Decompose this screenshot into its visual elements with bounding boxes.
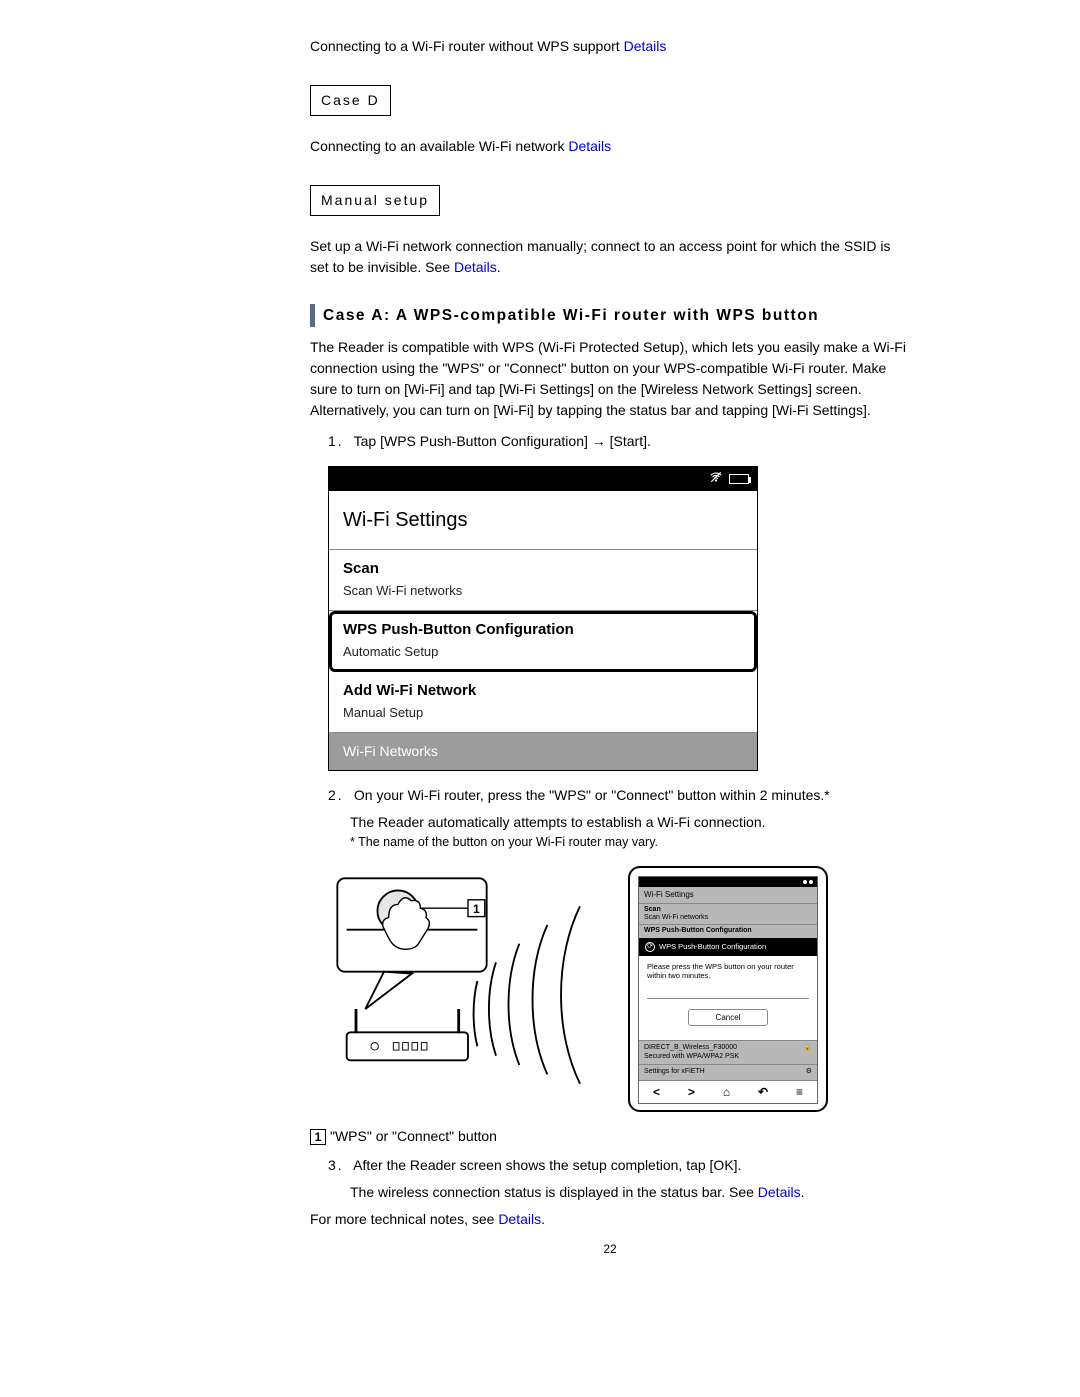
manual-setup-label: Manual setup bbox=[310, 185, 440, 216]
row-wps-sub: Automatic Setup bbox=[343, 642, 743, 662]
tech-notes-line: For more technical notes, see Details. bbox=[310, 1209, 910, 1230]
nav-back-icon[interactable]: < bbox=[653, 1085, 660, 1099]
step-1-text-a: Tap [WPS Push-Button Configuration] bbox=[354, 433, 592, 449]
reader-dialog-header: ⟳ WPS Push-Button Configuration bbox=[639, 938, 817, 956]
manual-setup-line: Set up a Wi-Fi network connection manual… bbox=[310, 236, 910, 278]
step-1-text-b: [Start]. bbox=[606, 433, 651, 449]
step-2-line1: On your Wi-Fi router, press the "WPS" or… bbox=[354, 787, 830, 803]
manual-text-b: . bbox=[497, 259, 501, 275]
no-wps-details-link[interactable]: Details bbox=[624, 38, 667, 54]
step-2-num: 2. bbox=[328, 785, 350, 806]
router-illustration: 1 bbox=[328, 866, 608, 1096]
nav-return-icon[interactable]: ↶ bbox=[758, 1085, 768, 1099]
legend-line: 1"WPS" or "Connect" button bbox=[310, 1126, 910, 1147]
nav-home-icon[interactable]: ⌂ bbox=[723, 1085, 730, 1099]
step-2: 2. On your Wi-Fi router, press the "WPS"… bbox=[328, 785, 910, 806]
case-a-heading: Case A: A WPS-compatible Wi-Fi router wi… bbox=[310, 304, 910, 327]
manual-text-a: Set up a Wi-Fi network connection manual… bbox=[310, 238, 891, 275]
step-3-num: 3. bbox=[328, 1155, 350, 1176]
step-1-num: 1. bbox=[328, 431, 350, 452]
callout-1: 1 bbox=[473, 902, 480, 916]
illustration-row: 1 Wi-Fi Settings Scan Scan W bbox=[328, 866, 910, 1112]
arrow-icon: → bbox=[592, 433, 606, 449]
legend-1-text: "WPS" or "Connect" button bbox=[330, 1128, 497, 1144]
no-wps-line: Connecting to a Wi-Fi router without WPS… bbox=[310, 36, 910, 57]
device-section-networks: Wi-Fi Networks bbox=[329, 733, 757, 770]
device-title: Wi-Fi Settings bbox=[329, 491, 757, 550]
reader-nav-bar: < > ⌂ ↶ ≡ bbox=[639, 1080, 817, 1103]
case-a-body: The Reader is compatible with WPS (Wi-Fi… bbox=[310, 337, 910, 421]
wifi-settings-screenshot: Wi-Fi Settings Scan Scan Wi-Fi networks … bbox=[328, 466, 758, 771]
legend-1-box: 1 bbox=[310, 1129, 326, 1145]
reader-row-scan: Scan Scan Wi-Fi networks bbox=[639, 903, 817, 925]
step-1: 1. Tap [WPS Push-Button Configuration] →… bbox=[328, 431, 910, 452]
case-d-text: Connecting to an available Wi-Fi network bbox=[310, 138, 568, 154]
row-scan-sub: Scan Wi-Fi networks bbox=[343, 581, 743, 601]
case-d-line: Connecting to an available Wi-Fi network… bbox=[310, 136, 910, 157]
row-add-sub: Manual Setup bbox=[343, 703, 743, 723]
device-statusbar bbox=[329, 467, 757, 491]
device-row-add[interactable]: Add Wi-Fi Network Manual Setup bbox=[329, 672, 757, 733]
reader-device-mock: Wi-Fi Settings Scan Scan Wi-Fi networks … bbox=[628, 866, 828, 1112]
settings-icon: ⚙ bbox=[806, 1068, 812, 1076]
tech-notes-link[interactable]: Details bbox=[498, 1211, 541, 1227]
step-2-line2: The Reader automatically attempts to est… bbox=[350, 812, 910, 833]
row-scan-title: Scan bbox=[343, 558, 743, 581]
step3-details-link[interactable]: Details bbox=[758, 1184, 801, 1200]
step-3-line1: After the Reader screen shows the setup … bbox=[353, 1157, 741, 1173]
reader-network-row-a: DIRECT_B_Wireless_F30000 Secured with WP… bbox=[639, 1040, 817, 1064]
battery-icon bbox=[729, 474, 749, 484]
row-add-title: Add Wi-Fi Network bbox=[343, 680, 743, 703]
reader-statusbar bbox=[639, 877, 817, 887]
reader-network-row-b: Settings for xFiETH ⚙ bbox=[639, 1064, 817, 1079]
spinner-icon: ⟳ bbox=[645, 942, 655, 952]
wifi-lock-icon: 🔒 bbox=[803, 1044, 812, 1061]
page-number: 22 bbox=[310, 1240, 910, 1258]
device-row-wps[interactable]: WPS Push-Button Configuration Automatic … bbox=[329, 611, 757, 672]
wifi-off-icon bbox=[709, 470, 723, 490]
device-row-scan[interactable]: Scan Scan Wi-Fi networks bbox=[329, 550, 757, 611]
no-wps-text: Connecting to a Wi-Fi router without WPS… bbox=[310, 38, 624, 54]
reader-title: Wi-Fi Settings bbox=[639, 887, 817, 903]
row-wps-title: WPS Push-Button Configuration bbox=[343, 619, 743, 642]
nav-menu-icon[interactable]: ≡ bbox=[796, 1085, 803, 1099]
step-2-note: * The name of the button on your Wi-Fi r… bbox=[350, 833, 910, 852]
case-d-label: Case D bbox=[310, 85, 391, 116]
case-d-details-link[interactable]: Details bbox=[568, 138, 611, 154]
nav-forward-icon[interactable]: > bbox=[688, 1085, 695, 1099]
step-3: 3. After the Reader screen shows the set… bbox=[328, 1155, 910, 1176]
reader-row-wps: WPS Push-Button Configuration bbox=[639, 924, 817, 937]
reader-cancel-button[interactable]: Cancel bbox=[688, 1009, 768, 1027]
reader-dialog-body: Please press the WPS button on your rout… bbox=[639, 956, 817, 1041]
manual-details-link[interactable]: Details bbox=[454, 259, 497, 275]
step-3-line2: The wireless connection status is displa… bbox=[350, 1182, 910, 1203]
